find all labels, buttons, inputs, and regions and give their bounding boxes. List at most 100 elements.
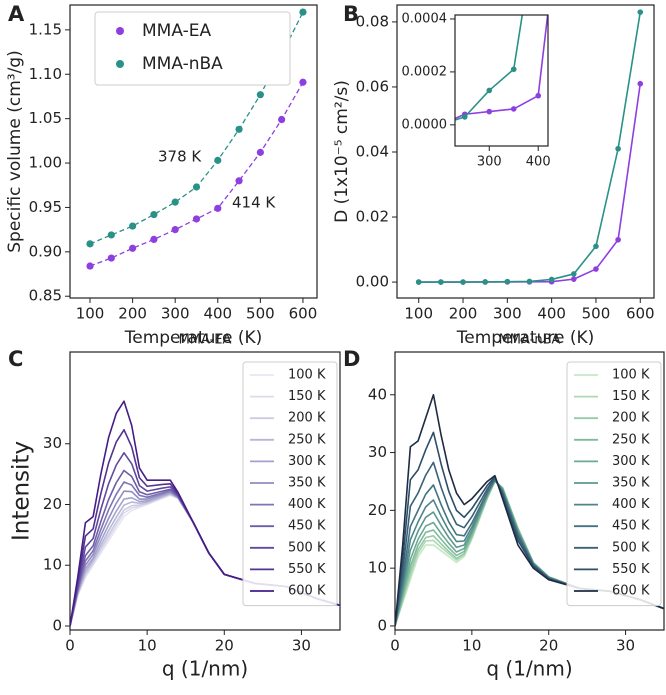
legend-label: MMA-nBA xyxy=(142,54,223,74)
legend-label: 100 K xyxy=(288,368,326,383)
data-point xyxy=(86,262,94,270)
x-tick-label: 0 xyxy=(390,637,400,655)
data-point xyxy=(235,177,243,185)
data-point xyxy=(593,243,599,250)
legend-label: 300 K xyxy=(288,454,326,469)
legend-label: 350 K xyxy=(288,476,326,491)
legend-label: 100 K xyxy=(612,368,650,383)
inset-plot-area xyxy=(389,15,548,128)
legend-label: 550 K xyxy=(612,562,650,577)
x-tick-label: 100 xyxy=(76,305,105,323)
y-tick-label: 0 xyxy=(52,616,62,634)
x-tick-label: 500 xyxy=(246,305,275,323)
data-point xyxy=(570,271,577,277)
legend-label: 600 K xyxy=(288,584,326,599)
annotation: 378 K xyxy=(158,148,202,166)
data-point xyxy=(510,66,517,73)
data-point xyxy=(107,254,115,262)
data-point xyxy=(192,215,201,223)
x-tick-label: 10 xyxy=(462,637,481,655)
legend-marker xyxy=(116,60,124,68)
x-axis-label: q (1/nm) xyxy=(486,657,572,681)
legend-label: 400 K xyxy=(288,497,326,512)
data-point xyxy=(535,92,542,99)
data-point xyxy=(129,222,137,230)
y-tick-label: 40 xyxy=(368,385,387,403)
panel-label: C xyxy=(8,347,23,371)
legend-box xyxy=(242,361,338,607)
x-tick-label: 400 xyxy=(537,305,566,323)
x-tick-label: 400 xyxy=(526,155,551,170)
x-tick-label: 100 xyxy=(404,305,433,323)
data-point xyxy=(129,244,137,252)
panel-label: D xyxy=(343,347,360,371)
legend-marker xyxy=(116,27,124,35)
annotation: 414 K xyxy=(232,194,276,212)
data-point xyxy=(526,278,533,285)
y-tick-label: 20 xyxy=(368,501,387,519)
legend-label: 300 K xyxy=(612,454,650,469)
data-point xyxy=(299,78,307,86)
legend-box xyxy=(566,361,662,607)
legend-label: 150 K xyxy=(612,389,650,404)
data-point xyxy=(637,80,644,87)
chart-title: MMA-nBA xyxy=(499,333,561,348)
legend-box xyxy=(94,11,291,86)
axes-frame xyxy=(454,14,549,147)
plot-area xyxy=(415,9,644,285)
legend-label: 450 K xyxy=(612,519,650,534)
data-point xyxy=(415,279,422,285)
data-point xyxy=(256,148,264,156)
data-point xyxy=(389,122,395,128)
data-point xyxy=(256,91,264,99)
x-tick-label: 200 xyxy=(118,305,147,323)
data-point xyxy=(548,276,555,283)
x-tick-label: 30 xyxy=(616,637,635,655)
legend-label: 150 K xyxy=(288,389,326,404)
data-point xyxy=(214,156,222,164)
y-tick-label: 30 xyxy=(368,443,387,461)
data-point xyxy=(615,236,621,243)
data-point xyxy=(615,145,621,152)
x-tick-label: 300 xyxy=(493,305,522,323)
data-point xyxy=(482,279,488,285)
x-tick-label: 10 xyxy=(138,637,157,655)
legend-label: 550 K xyxy=(288,562,326,577)
data-point xyxy=(192,183,201,191)
data-point xyxy=(461,114,468,120)
x-tick-label: 600 xyxy=(289,305,318,323)
data-point xyxy=(171,226,179,234)
chart-title: MMA-EA xyxy=(179,333,232,348)
y-tick-label: 0.06 xyxy=(356,77,389,95)
legend-label: 400 K xyxy=(612,497,650,512)
y-tick-label: 1.05 xyxy=(29,109,62,127)
y-tick-label: 0.08 xyxy=(356,12,389,30)
y-tick-label: 0 xyxy=(377,616,387,634)
x-tick-label: 500 xyxy=(582,305,611,323)
legend-label: 600 K xyxy=(612,584,650,599)
x-tick-label: 30 xyxy=(292,637,311,655)
x-tick-label: 300 xyxy=(477,155,502,170)
y-tick-label: 10 xyxy=(368,559,387,577)
legend-label: 350 K xyxy=(612,476,650,491)
y-tick-label: 1.00 xyxy=(29,154,62,172)
y-tick-label: 0.0000 xyxy=(402,117,448,132)
x-tick-label: 600 xyxy=(626,305,655,323)
data-point xyxy=(570,276,577,282)
x-axis-label: Temperature (K) xyxy=(456,328,595,348)
series-line xyxy=(89,81,304,267)
y-tick-label: 0.0004 xyxy=(402,11,448,26)
data-point xyxy=(389,122,395,128)
legend-label: 250 K xyxy=(612,432,650,447)
y-tick-label: 0.04 xyxy=(356,142,389,160)
y-axis-label: Specific volume (cm³/g) xyxy=(5,50,25,252)
y-axis-label: Intensity xyxy=(9,441,35,541)
legend-label: 500 K xyxy=(612,540,650,555)
axes-frame xyxy=(69,4,318,299)
data-point xyxy=(214,204,222,212)
data-point xyxy=(438,279,444,285)
y-tick-label: 0.95 xyxy=(29,198,62,216)
data-point xyxy=(86,240,94,248)
x-tick-label: 20 xyxy=(539,637,558,655)
